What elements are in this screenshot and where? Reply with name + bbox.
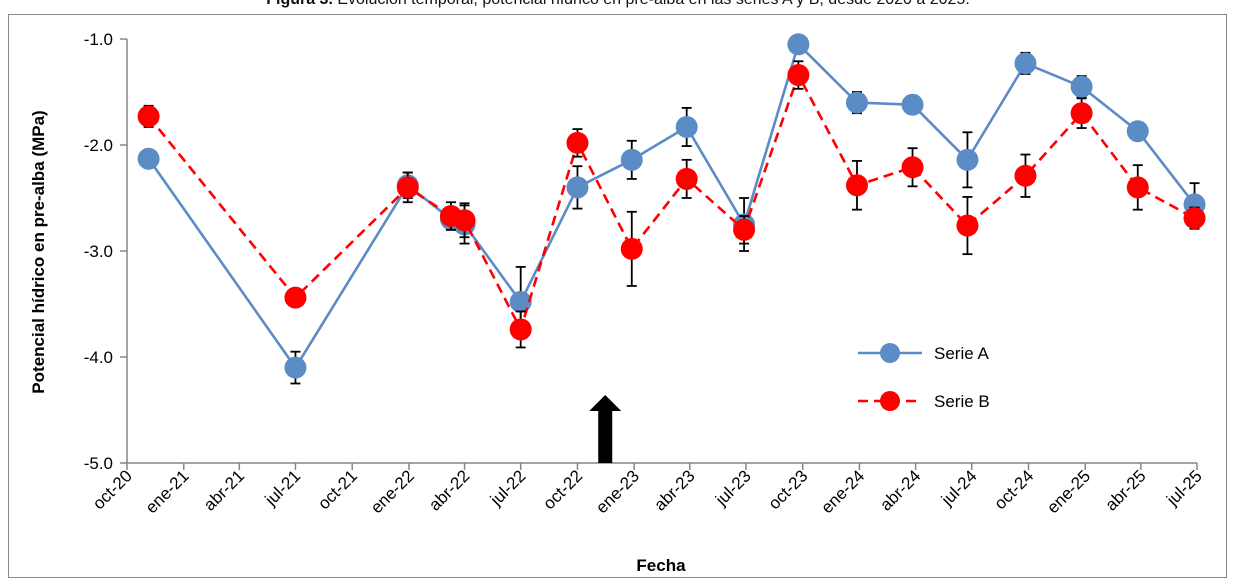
x-tick-label: oct-21 — [314, 466, 361, 513]
data-point — [566, 176, 589, 199]
data-point — [284, 356, 307, 379]
data-point — [137, 105, 160, 128]
figure-caption: Figura 3. Evolución temporal, potencial … — [0, 0, 1236, 11]
data-point — [901, 156, 924, 179]
x-tick-label: ene-23 — [592, 466, 643, 517]
caption-label: Figura 3. — [266, 0, 333, 8]
legend-label: Serie A — [934, 344, 989, 363]
x-tick-label: ene-21 — [142, 466, 193, 517]
data-point — [566, 131, 589, 154]
y-tick-label: -5.0 — [84, 454, 113, 473]
y-tick-label: -1.0 — [84, 30, 113, 49]
y-tick-label: -4.0 — [84, 348, 113, 367]
x-tick-label: jul-24 — [937, 466, 981, 510]
data-point — [1070, 75, 1093, 98]
data-point — [1126, 120, 1149, 143]
data-point — [901, 93, 924, 116]
chart-frame — [8, 14, 1227, 578]
caption-text: Evolución temporal, potencial hídrico en… — [337, 0, 969, 8]
y-ticks: -1.0 -2.0 -3.0 -4.0 -5.0 — [84, 30, 127, 473]
data-point — [509, 318, 532, 341]
series-layer — [137, 33, 1206, 385]
y-tick-label: -3.0 — [84, 242, 113, 261]
series-line — [147, 71, 1196, 333]
legend-item-serie-b: Serie B — [858, 391, 990, 411]
x-tick-label: oct-23 — [765, 466, 812, 513]
x-tick-label: abr-25 — [1101, 466, 1149, 514]
data-point — [733, 218, 756, 241]
legend: Serie A Serie B — [858, 343, 990, 411]
data-point — [675, 167, 698, 190]
legend-marker — [880, 391, 900, 411]
data-point — [1014, 164, 1037, 187]
data-point — [845, 174, 868, 197]
data-point — [845, 91, 868, 114]
x-tick-label: oct-20 — [89, 466, 136, 513]
data-point — [620, 237, 643, 260]
x-tick-label: ene-22 — [367, 466, 418, 517]
data-point — [956, 214, 979, 237]
data-point — [675, 115, 698, 138]
data-point — [956, 148, 979, 171]
legend-item-serie-a: Serie A — [858, 343, 989, 363]
data-point — [787, 33, 810, 56]
legend-label: Serie B — [934, 392, 990, 411]
arrow-up-icon — [589, 395, 622, 463]
x-tick-label: jul-21 — [261, 466, 305, 510]
x-tick-label: oct-24 — [991, 466, 1038, 513]
x-tick-label: jul-23 — [711, 466, 755, 510]
x-tick-label: oct-22 — [539, 466, 586, 513]
data-point — [284, 286, 307, 309]
data-point — [509, 290, 532, 313]
data-point — [1183, 207, 1206, 230]
y-tick-label: -2.0 — [84, 136, 113, 155]
x-tick-label: ene-25 — [1043, 466, 1094, 517]
x-tick-label: abr-21 — [200, 466, 248, 514]
y-axis-title: Potencial hídrico en pre-alba (MPa) — [29, 110, 48, 393]
data-point — [1014, 52, 1037, 75]
x-tick-label: abr-23 — [650, 466, 698, 514]
data-point — [787, 64, 810, 87]
x-axis-title: Fecha — [636, 556, 686, 575]
data-point — [137, 147, 160, 170]
data-point — [396, 176, 419, 199]
data-point — [1070, 102, 1093, 125]
x-tick-label: abr-24 — [876, 466, 924, 514]
x-tick-label: ene-24 — [817, 466, 868, 517]
annotation-layer — [589, 395, 622, 463]
data-point — [620, 148, 643, 171]
series-a — [137, 33, 1206, 385]
x-ticks: oct-20 ene-21 abr-21 jul-21 oct-21 ene-22 abr-… — [89, 463, 1206, 517]
data-point — [453, 209, 476, 232]
series-b — [137, 60, 1206, 349]
x-tick-label: abr-22 — [425, 466, 473, 514]
series-line — [147, 41, 1196, 370]
legend-marker — [880, 343, 900, 363]
axes — [126, 39, 1197, 464]
data-point — [1126, 176, 1149, 199]
x-tick-label: jul-22 — [486, 466, 530, 510]
x-tick-label: jul-25 — [1162, 466, 1206, 510]
